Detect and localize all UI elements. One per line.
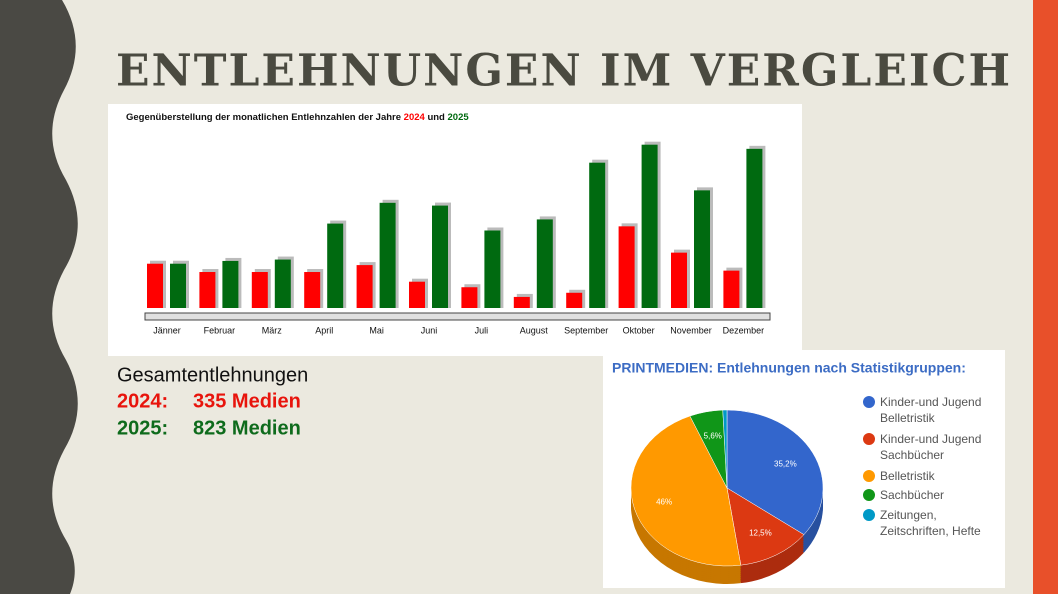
bar [327, 223, 344, 308]
legend-marker [863, 509, 875, 521]
bar [513, 296, 530, 308]
legend-label: Kinder-und Jugend Sachbücher [880, 432, 982, 462]
bar [199, 272, 216, 308]
bar [671, 252, 687, 308]
legend-marker [863, 396, 875, 408]
title-joiner: und [427, 112, 445, 123]
x-tick-label: Dezember [723, 325, 765, 335]
legend-2025: 2025 [448, 112, 470, 123]
x-tick-label: Februar [204, 325, 236, 335]
bar [536, 219, 553, 308]
bar [222, 260, 239, 308]
summary-label: Gesamtentlehnungen [117, 364, 308, 386]
bar [356, 265, 373, 308]
bar [589, 162, 606, 308]
legend-label: Kinder-und Jugend Belletristik [880, 395, 982, 425]
x-tick-label: März [262, 325, 282, 335]
data-label: 46% [656, 497, 672, 506]
right-band [1033, 0, 1058, 594]
bar [147, 263, 163, 308]
x-tick-label: Juni [421, 325, 438, 335]
bar [566, 292, 583, 308]
x-tick-label: Mai [369, 325, 384, 335]
bar [432, 205, 448, 308]
left-band [0, 0, 78, 594]
bar [746, 148, 763, 308]
pie-chart-title: PRINTMEDIEN: Entlehnungen nach Statistik… [612, 360, 966, 376]
legend-marker [863, 433, 875, 445]
x-tick-label: April [315, 325, 333, 335]
legend-marker [863, 470, 875, 482]
slide-title: ENTLEHNUNGEN IM VERGLEICH [116, 46, 1012, 97]
bar-floor [144, 312, 771, 321]
pie-slice [630, 415, 742, 567]
bar [484, 230, 501, 308]
data-label: 12,5% [749, 529, 772, 538]
bar [618, 226, 635, 308]
bar [694, 190, 710, 308]
summary-value: 823 Medien [193, 417, 301, 439]
summary-year: 2024: [117, 390, 168, 412]
legend-label: Zeitungen, Zeitschriften, Hefte [880, 508, 981, 538]
x-tick-label: September [564, 325, 608, 335]
bar [409, 281, 425, 308]
x-tick-label: Juli [475, 325, 489, 335]
bar [170, 263, 186, 308]
bar [723, 270, 740, 308]
bar [461, 287, 478, 308]
pie-slice [726, 409, 824, 535]
pie-slice [722, 409, 728, 489]
summary-value: 335 Medien [193, 390, 301, 412]
title-text: Gegenüberstellung der monatlichen Entleh… [126, 112, 401, 123]
bar [379, 202, 396, 308]
legend-label: Belletristik [880, 469, 935, 483]
data-label: 35,2% [774, 459, 797, 468]
bar-chart-title: Gegenüberstellung der monatlichen Entleh… [126, 112, 469, 123]
legend-2024: 2024 [404, 112, 426, 123]
bar [251, 272, 268, 308]
x-tick-label: Jänner [153, 325, 181, 335]
x-tick-label: Oktober [623, 325, 655, 335]
bar [304, 272, 321, 308]
summary-year: 2025: [117, 417, 168, 439]
pie-slice [726, 487, 805, 566]
bar [274, 259, 291, 308]
data-label: 5,6% [704, 431, 722, 440]
legend-marker [863, 489, 875, 501]
bar [641, 144, 658, 308]
x-tick-label: August [520, 325, 549, 335]
legend-label: Sachbücher [880, 488, 945, 502]
x-tick-label: November [670, 325, 712, 335]
